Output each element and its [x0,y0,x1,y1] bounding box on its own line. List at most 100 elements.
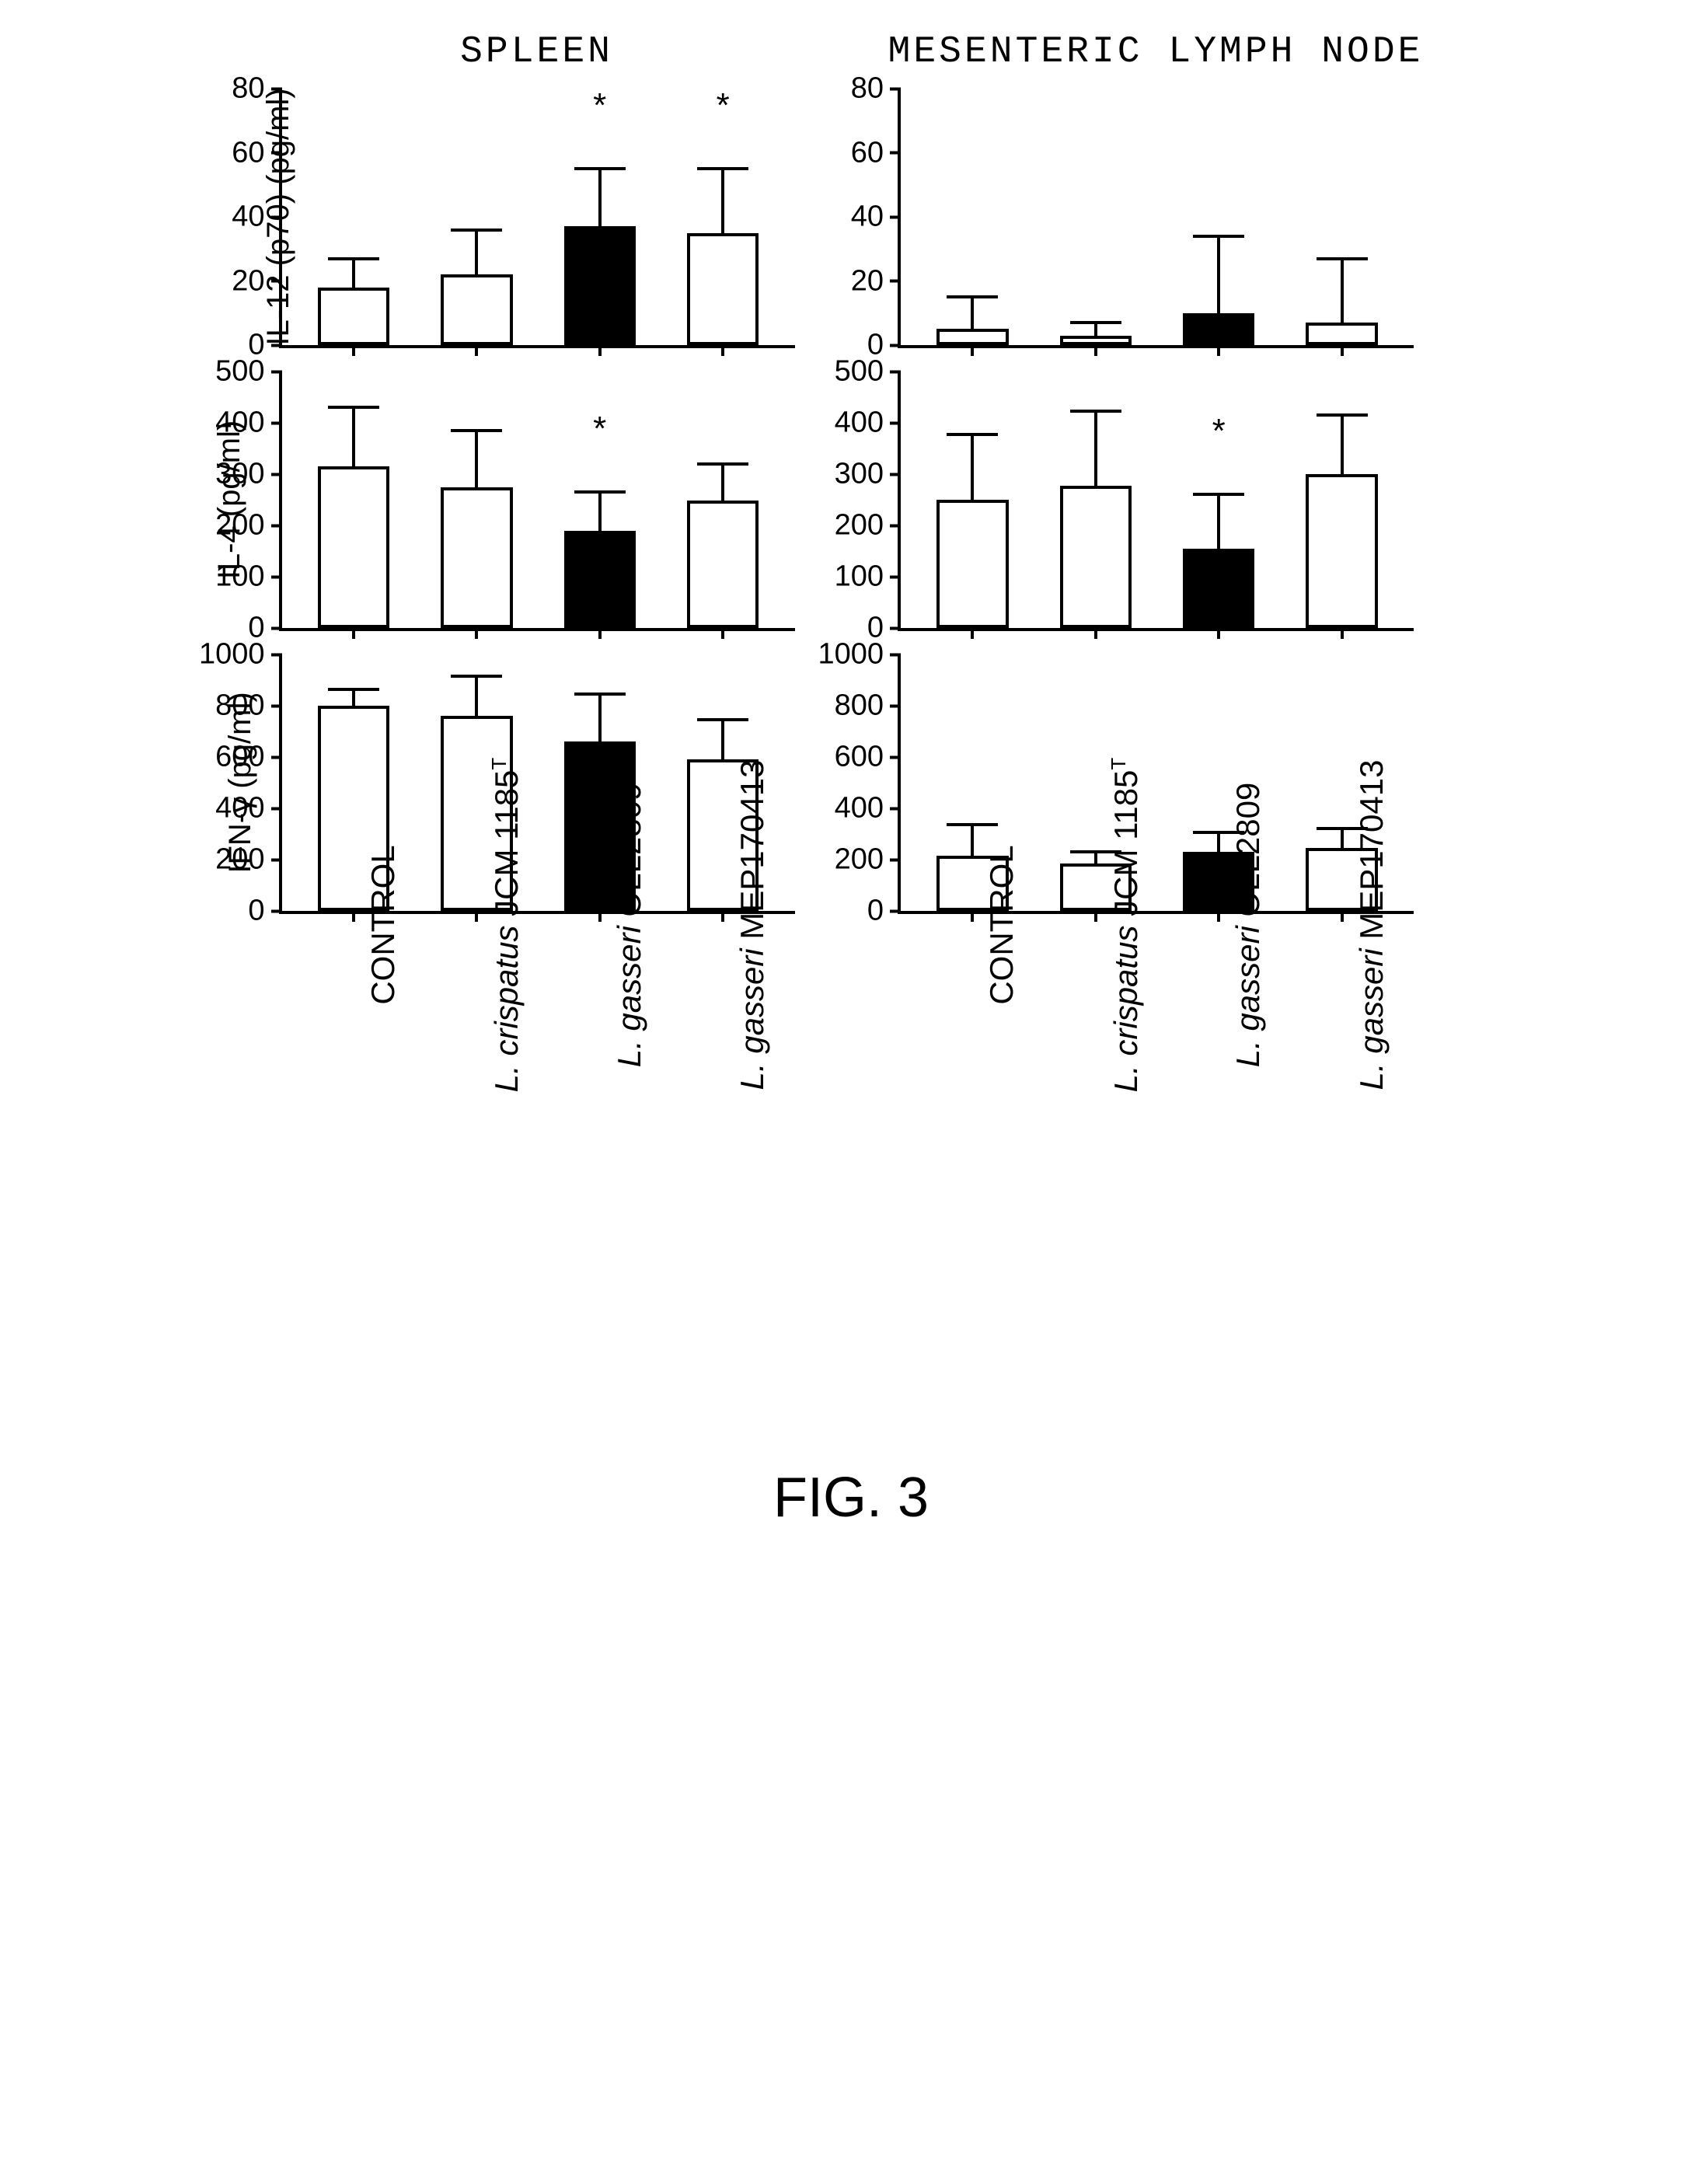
plot-area: 020406080IL-12 (p70) (pg/ml)** [279,89,795,348]
y-tick-mark [890,524,901,527]
y-tick: 600 [835,741,901,774]
x-axis-label: L. gasseri MEP170413 [734,760,771,1090]
y-tick-mark [271,626,282,630]
error-bar [1094,411,1097,486]
bar [936,500,1008,628]
x-tick-mark [1217,345,1220,356]
x-tick-mark [475,628,478,639]
bar [1183,549,1254,628]
bar [1306,474,1377,628]
y-tick-label: 20 [851,264,890,298]
error-cap [451,229,502,232]
y-tick: 80 [851,72,901,106]
error-bar [971,297,974,329]
y-tick-label: 300 [835,458,890,491]
y-tick: 200 [835,509,901,543]
bar [441,274,512,345]
x-axis-label: L. crispatus JCM 1185T [1107,758,1145,1093]
columns-wrap: SPLEEN020406080IL-12 (p70) (pg/ml)**0100… [31,31,1671,1419]
bar [318,288,389,345]
y-tick-label: 200 [835,509,890,543]
x-tick-mark [1094,628,1097,639]
y-tick-mark [271,421,282,424]
y-tick-label: 100 [835,560,890,594]
error-bar [1217,236,1220,313]
error-bar [598,492,602,531]
plot-area: 020406080 [898,89,1414,348]
y-tick-mark [890,704,901,707]
y-tick-mark [271,704,282,707]
bar [1060,336,1132,345]
error-cap [947,295,998,298]
y-tick: 20 [851,264,901,298]
chart-panel: 020406080IL-12 (p70) (pg/ml)** [279,89,795,348]
y-tick-mark [890,87,901,90]
y-tick: 400 [835,406,901,440]
error-cap [574,693,626,696]
y-tick-mark [890,280,901,283]
y-tick-mark [890,152,901,155]
column-spleen: SPLEEN 020406080IL-12 (p70) (pg/ml)**0100… [279,31,795,1419]
y-tick: 500 [835,355,901,389]
error-bar [1217,832,1220,852]
column-title: SPLEEN [460,31,613,73]
x-axis-labels: CONTROLL. crispatus JCM 1185TL. gasseri … [898,914,1411,1396]
error-cap [1317,257,1368,260]
x-tick-mark [721,345,724,356]
error-bar [352,407,355,466]
error-cap [697,167,748,170]
y-tick-mark [271,653,282,656]
chart-panel: 02004006008001000CONTROLL. crispatus JCM… [898,654,1414,1396]
y-tick-mark [271,858,282,861]
error-cap [328,406,379,409]
y-tick-mark [890,807,901,810]
chart-panel: 0100200300400500IL-4 (pg/ml)* [279,372,795,631]
bar [936,329,1008,345]
x-tick-mark [1341,628,1344,639]
y-tick-mark [890,653,901,656]
bar [318,466,389,628]
y-tick-mark [271,473,282,476]
column-title: MESENTERIC LYMPH NODE [888,31,1424,73]
significance-star: * [593,86,606,125]
error-bar [475,230,478,275]
error-bar [971,434,974,500]
y-tick-label: 800 [835,689,890,723]
y-tick-mark [271,807,282,810]
x-axis-labels: CONTROLL. crispatus JCM 1185TL. gasseri … [279,914,792,1396]
y-tick-label: 1000 [199,638,271,672]
error-cap [1193,493,1244,496]
x-axis-label: CONTROL [983,845,1020,1004]
significance-star: * [1212,412,1226,451]
error-cap [451,429,502,432]
error-cap [1193,235,1244,238]
x-axis-label: L. gasseri MEP170413 [1353,760,1390,1090]
error-bar [721,169,724,233]
error-bar [1094,852,1097,863]
y-axis-label: IFN-γ (pg/ml) [223,692,258,873]
x-axis-label: L. gasseri OLL2809 [611,783,648,1068]
y-tick: 0 [248,895,281,928]
y-tick-mark [271,524,282,527]
error-cap [574,490,626,494]
plot-area: 02004006008001000IFN-γ (pg/ml) [279,654,795,914]
y-tick-label: 500 [215,355,270,389]
y-tick-mark [890,575,901,578]
y-tick: 500 [215,355,281,389]
y-tick-mark [890,858,901,861]
error-bar [352,689,355,706]
y-tick: 800 [835,689,901,723]
error-cap [1070,410,1121,413]
significance-star: * [593,410,606,448]
error-bar [1341,415,1344,474]
x-tick-mark [598,345,602,356]
y-tick-mark [890,755,901,759]
error-bar [475,431,478,487]
x-tick-mark [971,345,974,356]
y-tick-label: 1000 [818,638,890,672]
y-tick-mark [271,755,282,759]
error-bar [721,464,724,501]
error-bar [971,825,974,856]
x-tick-mark [971,628,974,639]
x-tick-mark [1217,628,1220,639]
